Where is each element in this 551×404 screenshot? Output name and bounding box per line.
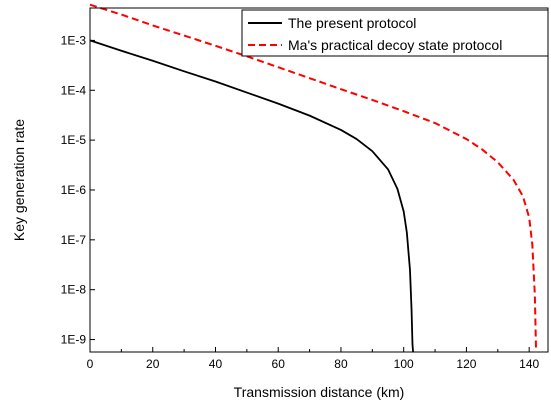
x-tick-label: 20 (146, 357, 160, 371)
y-tick-label: 1E-7 (61, 233, 87, 247)
plot-area-frame (89, 7, 549, 353)
legend: The present protocol Ma's practical deco… (241, 9, 549, 57)
y-tick-label: 1E-3 (61, 33, 87, 47)
x-tick-label: 100 (394, 357, 414, 371)
y-axis-ticks: 1E-3 1E-4 1E-5 1E-6 1E-7 1E-8 1E-9 (61, 33, 95, 347)
x-tick-label: 0 (87, 357, 94, 371)
legend-label-ma-decoy-protocol: Ma's practical decoy state protocol (288, 37, 502, 53)
y-tick-label: 1E-8 (61, 283, 87, 297)
legend-box (241, 9, 549, 57)
series-line-ma-decoy-protocol (89, 3, 538, 353)
series-line-present-protocol (89, 39, 415, 353)
x-axis-ticks: 0 20 40 60 80 100 120 140 (87, 347, 540, 371)
y-tick-label: 1E-4 (61, 83, 87, 97)
x-tick-label: 80 (334, 357, 348, 371)
y-axis-title: Key generation rate (11, 119, 27, 241)
legend-label-present-protocol: The present protocol (288, 15, 416, 31)
series-layer (89, 3, 538, 353)
y-tick-label: 1E-9 (61, 333, 87, 347)
x-tick-label: 40 (209, 357, 223, 371)
x-axis-title: Transmission distance (km) (234, 384, 405, 400)
x-tick-label: 120 (456, 357, 476, 371)
x-tick-label: 60 (272, 357, 286, 371)
y-tick-label: 1E-6 (61, 183, 87, 197)
x-tick-label: 140 (519, 357, 539, 371)
y-tick-label: 1E-5 (61, 133, 87, 147)
